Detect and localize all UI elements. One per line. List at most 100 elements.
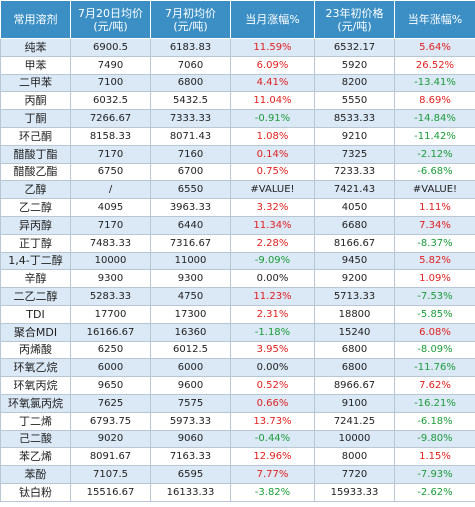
table-row: 丁酮 7266.67 7333.33 -0.91% 8533.33 -14.84% (0, 109, 475, 128)
price-jul-start-cell: 8071.43 (150, 126, 231, 146)
month-change-cell: 0.75% (230, 162, 315, 182)
price-jul20-cell: / (70, 180, 151, 200)
name-cell: 二乙二醇 (0, 287, 71, 306)
year-change-cell: -7.93% (394, 465, 475, 484)
year-change-cell: -8.37% (394, 233, 475, 253)
year-change-cell: -11.76% (394, 358, 475, 378)
price-jul-start-cell: 6440 (150, 215, 231, 235)
year-change-cell: -16.21% (394, 393, 475, 413)
price-year-start-cell: 5550 (314, 91, 395, 111)
price-year-start-cell: 15240 (314, 322, 395, 342)
price-jul20-cell: 16166.67 (70, 322, 151, 342)
price-jul20-cell: 9650 (70, 376, 151, 395)
price-jul20-cell: 6750 (70, 162, 151, 182)
price-jul20-cell: 8091.67 (70, 447, 151, 467)
month-change-cell: 3.95% (230, 340, 315, 360)
price-year-start-cell: 9100 (314, 393, 395, 413)
name-cell: 聚合MDI (0, 322, 71, 342)
year-change-cell: 7.62% (394, 376, 475, 395)
price-jul20-cell: 5283.33 (70, 287, 151, 306)
name-cell: 丁二烯 (0, 411, 71, 431)
table-row: 丁二烯 6793.75 5973.33 13.73% 7241.25 -6.18% (0, 411, 475, 431)
year-change-cell: -8.09% (394, 340, 475, 360)
year-change-cell: -6.18% (394, 411, 475, 431)
price-jul-start-cell: 17300 (150, 304, 231, 324)
month-change-cell: -3.82% (230, 482, 315, 502)
year-change-cell: 1.11% (394, 198, 475, 217)
name-cell: 辛醇 (0, 269, 71, 289)
price-jul20-cell: 7625 (70, 393, 151, 413)
name-cell: 正丁醇 (0, 233, 71, 253)
price-year-start-cell: 6532.17 (314, 38, 395, 57)
year-change-cell: -6.68% (394, 162, 475, 182)
month-change-cell: 0.52% (230, 376, 315, 395)
name-cell: 丙烯酸 (0, 340, 71, 360)
price-year-start-cell: 8166.67 (314, 233, 395, 253)
year-change-cell: 5.64% (394, 38, 475, 57)
month-change-cell: 11.04% (230, 91, 315, 111)
header-month-change: 当月涨幅% (230, 0, 315, 39)
price-jul-start-cell: 16133.33 (150, 482, 231, 502)
name-cell: 环己酮 (0, 126, 71, 146)
month-change-cell: #VALUE! (230, 180, 315, 200)
name-cell: 异丙醇 (0, 215, 71, 235)
year-change-cell: 8.69% (394, 91, 475, 111)
price-year-start-cell: 9450 (314, 251, 395, 271)
price-jul20-cell: 15516.67 (70, 482, 151, 502)
name-cell: 苯乙烯 (0, 447, 71, 467)
price-jul20-cell: 9300 (70, 269, 151, 289)
month-change-cell: 6.09% (230, 55, 315, 75)
month-change-cell: -1.18% (230, 322, 315, 342)
name-cell: 钛白粉 (0, 482, 71, 502)
month-change-cell: 11.59% (230, 38, 315, 57)
price-jul-start-cell: 16360 (150, 322, 231, 342)
month-change-cell: -0.44% (230, 429, 315, 449)
header-price-year-start: 23年初价格 (元/吨) (314, 0, 395, 39)
month-change-cell: -0.91% (230, 109, 315, 128)
table-row: 苯乙烯 8091.67 7163.33 12.96% 8000 1.15% (0, 447, 475, 467)
price-jul-start-cell: 7316.67 (150, 233, 231, 253)
table-row: 环氧氯丙烷 7625 7575 0.66% 9100 -16.21% (0, 393, 475, 413)
table-row: 1,4-丁二醇 10000 11000 -9.09% 9450 5.82% (0, 251, 475, 271)
price-year-start-cell: 6800 (314, 358, 395, 378)
price-year-start-cell: 10000 (314, 429, 395, 449)
price-jul-start-cell: 6000 (150, 358, 231, 378)
name-cell: 环氧乙烷 (0, 358, 71, 378)
price-year-start-cell: 6680 (314, 215, 395, 235)
header-price-jul20: 7月20日均价 (元/吨) (70, 0, 151, 39)
price-jul-start-cell: 7163.33 (150, 447, 231, 467)
month-change-cell: 4.41% (230, 73, 315, 93)
table-row: 二乙二醇 5283.33 4750 11.23% 5713.33 -7.53% (0, 287, 475, 306)
name-cell: 二甲苯 (0, 73, 71, 93)
price-jul-start-cell: 6550 (150, 180, 231, 200)
price-year-start-cell: 5713.33 (314, 287, 395, 306)
table-row: TDI 17700 17300 2.31% 18800 -5.85% (0, 304, 475, 324)
table-body: 纯苯 6900.5 6183.83 11.59% 6532.17 5.64% 甲苯 7490 7… (0, 38, 475, 502)
year-change-cell: 1.09% (394, 269, 475, 289)
month-change-cell: 0.66% (230, 393, 315, 413)
header-price-jul20-text: 7月20日均价 (元/吨) (78, 6, 143, 33)
year-change-cell: 7.34% (394, 215, 475, 235)
price-jul-start-cell: 9060 (150, 429, 231, 449)
price-jul20-cell: 8158.33 (70, 126, 151, 146)
price-year-start-cell: 7720 (314, 465, 395, 484)
price-year-start-cell: 9200 (314, 269, 395, 289)
year-change-cell: #VALUE! (394, 180, 475, 200)
price-jul20-cell: 7266.67 (70, 109, 151, 128)
price-jul20-cell: 7100 (70, 73, 151, 93)
price-year-start-cell: 8000 (314, 447, 395, 467)
price-jul-start-cell: 7575 (150, 393, 231, 413)
name-cell: 丁酮 (0, 109, 71, 128)
price-year-start-cell: 18800 (314, 304, 395, 324)
price-jul-start-cell: 6800 (150, 73, 231, 93)
price-year-start-cell: 7421.43 (314, 180, 395, 200)
price-jul20-cell: 4095 (70, 198, 151, 217)
price-jul20-cell: 6032.5 (70, 91, 151, 111)
year-change-cell: -7.53% (394, 287, 475, 306)
price-jul-start-cell: 6012.5 (150, 340, 231, 360)
year-change-cell: 6.08% (394, 322, 475, 342)
price-jul20-cell: 17700 (70, 304, 151, 324)
table-row: 环己酮 8158.33 8071.43 1.08% 9210 -11.42% (0, 126, 475, 146)
name-cell: 醋酸丁酯 (0, 144, 71, 164)
